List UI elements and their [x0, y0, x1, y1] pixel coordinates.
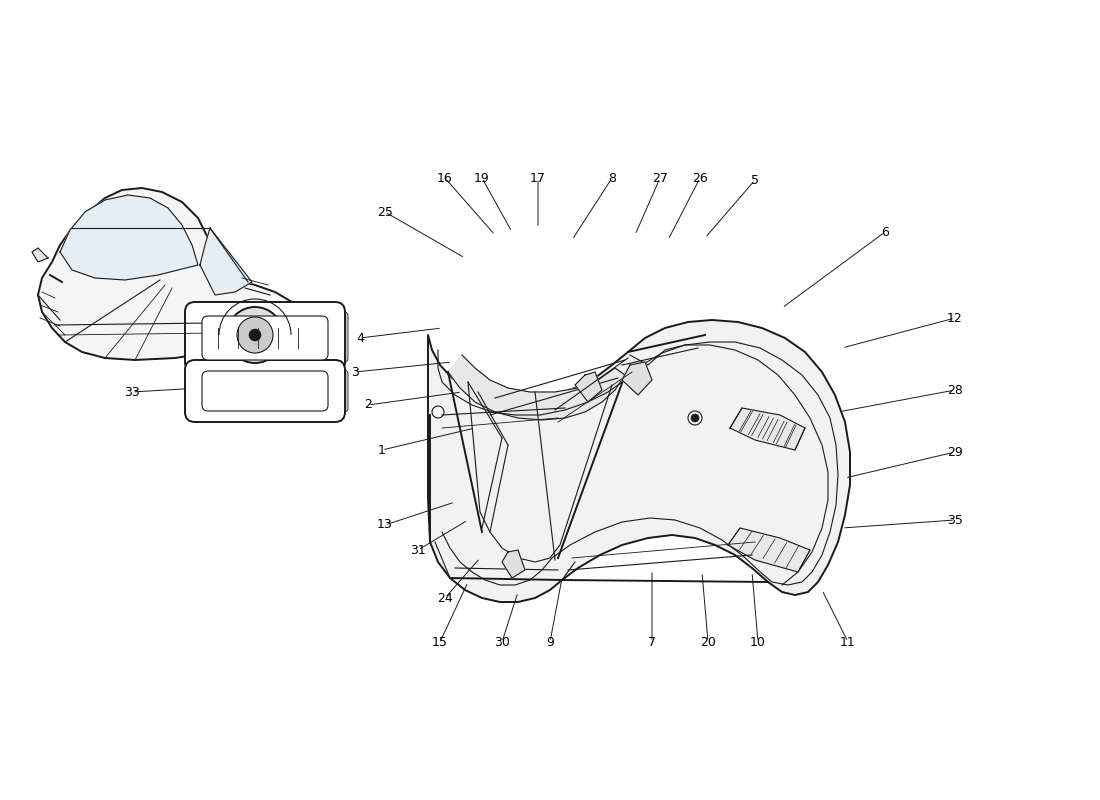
Text: 29: 29 — [947, 446, 962, 458]
Text: 27: 27 — [652, 171, 668, 185]
Text: 16: 16 — [437, 171, 453, 185]
Polygon shape — [39, 188, 310, 360]
Text: 24: 24 — [437, 591, 453, 605]
Text: 7: 7 — [648, 635, 656, 649]
Text: 25: 25 — [377, 206, 393, 218]
Text: 2: 2 — [364, 398, 372, 411]
Polygon shape — [621, 362, 652, 395]
Text: 30: 30 — [494, 635, 510, 649]
Circle shape — [236, 317, 273, 353]
Text: 5: 5 — [751, 174, 759, 186]
Text: 28: 28 — [947, 383, 962, 397]
Text: 15: 15 — [432, 635, 448, 649]
Text: 17: 17 — [530, 171, 546, 185]
Polygon shape — [730, 408, 805, 450]
FancyBboxPatch shape — [328, 312, 348, 362]
FancyBboxPatch shape — [202, 371, 328, 411]
Text: 12: 12 — [947, 311, 962, 325]
Polygon shape — [575, 372, 602, 402]
FancyBboxPatch shape — [185, 302, 345, 372]
Text: 19: 19 — [474, 171, 490, 185]
Text: 3: 3 — [351, 366, 359, 378]
FancyBboxPatch shape — [328, 370, 348, 412]
Polygon shape — [200, 228, 252, 295]
Text: 20: 20 — [700, 635, 716, 649]
FancyBboxPatch shape — [202, 316, 328, 360]
Text: 32: 32 — [134, 346, 150, 358]
Text: 4: 4 — [356, 331, 364, 345]
Polygon shape — [428, 320, 850, 602]
Text: 35: 35 — [947, 514, 962, 526]
Circle shape — [227, 307, 283, 363]
Polygon shape — [32, 248, 48, 262]
Text: 26: 26 — [692, 171, 708, 185]
Text: 33: 33 — [124, 386, 140, 398]
Text: 6: 6 — [881, 226, 889, 238]
Text: 13: 13 — [377, 518, 393, 531]
Text: 9: 9 — [546, 635, 554, 649]
Polygon shape — [448, 355, 625, 420]
Text: 34: 34 — [244, 289, 260, 302]
Text: 31: 31 — [410, 543, 426, 557]
Text: 11: 11 — [840, 635, 856, 649]
Text: 8: 8 — [608, 171, 616, 185]
Polygon shape — [728, 528, 810, 572]
FancyBboxPatch shape — [185, 360, 345, 422]
Text: 1: 1 — [378, 443, 386, 457]
Circle shape — [249, 329, 261, 341]
Polygon shape — [502, 550, 525, 578]
Polygon shape — [60, 195, 198, 280]
Circle shape — [691, 414, 698, 422]
Text: 10: 10 — [750, 635, 766, 649]
